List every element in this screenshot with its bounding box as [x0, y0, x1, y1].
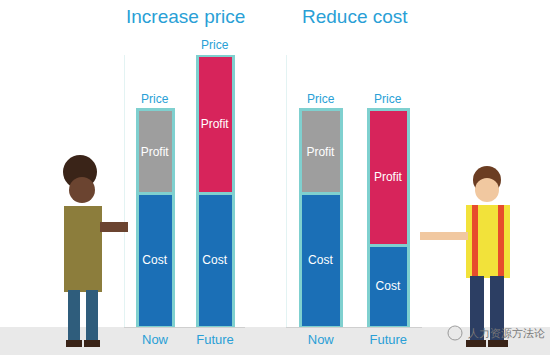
svg-text:Price: Price: [307, 92, 335, 106]
svg-text:Cost: Cost: [308, 253, 333, 267]
svg-text:Increase price: Increase price: [126, 6, 245, 27]
svg-text:Cost: Cost: [376, 279, 401, 293]
svg-text:Price: Price: [374, 92, 402, 106]
svg-text:Profit: Profit: [374, 170, 403, 184]
svg-text:Cost: Cost: [142, 253, 167, 267]
svg-text:Profit: Profit: [141, 145, 170, 159]
svg-text:Profit: Profit: [201, 117, 230, 131]
svg-text:Cost: Cost: [202, 253, 227, 267]
svg-text:Price: Price: [141, 92, 169, 106]
svg-text:Now: Now: [308, 332, 335, 347]
svg-text:Profit: Profit: [306, 145, 335, 159]
svg-text:Price: Price: [201, 38, 229, 52]
svg-text:Future: Future: [196, 332, 234, 347]
svg-text:人力资源方法论: 人力资源方法论: [468, 327, 545, 340]
svg-text:Now: Now: [142, 332, 169, 347]
svg-text:Reduce cost: Reduce cost: [302, 6, 408, 27]
svg-text:Future: Future: [369, 332, 407, 347]
